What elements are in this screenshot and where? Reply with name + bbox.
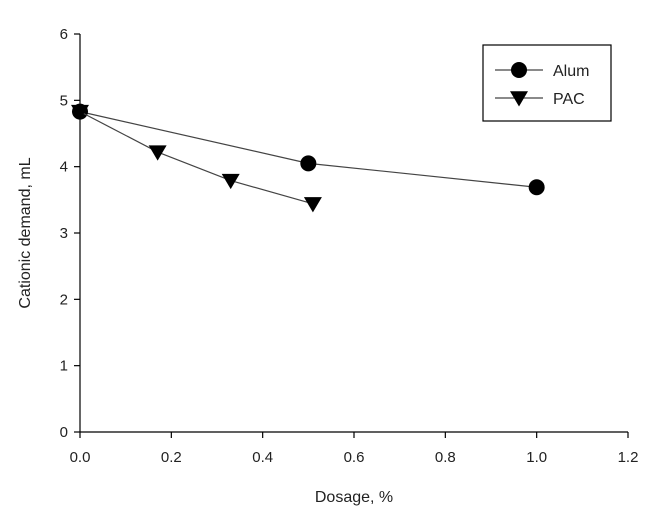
x-tick-label: 1.2 — [618, 449, 639, 466]
legend: Alum PAC — [482, 44, 612, 122]
series-line-alum — [79, 111, 537, 188]
x-tick-label: 0.4 — [252, 449, 273, 466]
data-point-alum — [528, 179, 545, 196]
series-alum — [72, 103, 545, 196]
data-point-pac — [148, 145, 167, 161]
y-tick-label: 0 — [60, 424, 68, 441]
y-tick-label: 3 — [60, 225, 68, 242]
y-tick-label: 4 — [60, 159, 68, 176]
data-point-alum — [300, 155, 317, 172]
series-pac — [71, 104, 322, 213]
y-tick-label: 6 — [60, 26, 68, 43]
data-point-pac — [303, 197, 322, 213]
x-tick-label: 1.0 — [526, 449, 547, 466]
legend-marker-alum — [511, 62, 527, 78]
y-axis-ticks: 0 1 2 3 4 5 6 — [60, 26, 80, 441]
x-axis-title: Dosage, % — [315, 489, 393, 506]
series-line-pac — [79, 111, 314, 205]
y-axis-title: Cationic demand, mL — [17, 157, 34, 308]
series-layer — [71, 103, 545, 213]
data-point-pac — [71, 104, 89, 121]
y-tick-label: 2 — [60, 291, 68, 308]
legend-label-pac: PAC — [553, 91, 585, 108]
x-tick-label: 0.6 — [344, 449, 365, 466]
data-point-pac — [221, 173, 240, 190]
y-tick-label: 1 — [60, 358, 68, 375]
x-axis-ticks: 0.0 0.2 0.4 0.6 0.8 1.0 1.2 — [70, 432, 639, 466]
legend-box — [482, 44, 612, 122]
legend-label-alum: Alum — [553, 63, 589, 80]
legend-marker-pac — [510, 91, 528, 107]
x-tick-label: 0.2 — [161, 449, 182, 466]
y-tick-label: 5 — [60, 92, 68, 109]
x-tick-label: 0.0 — [70, 449, 91, 466]
x-tick-label: 0.8 — [435, 449, 456, 466]
